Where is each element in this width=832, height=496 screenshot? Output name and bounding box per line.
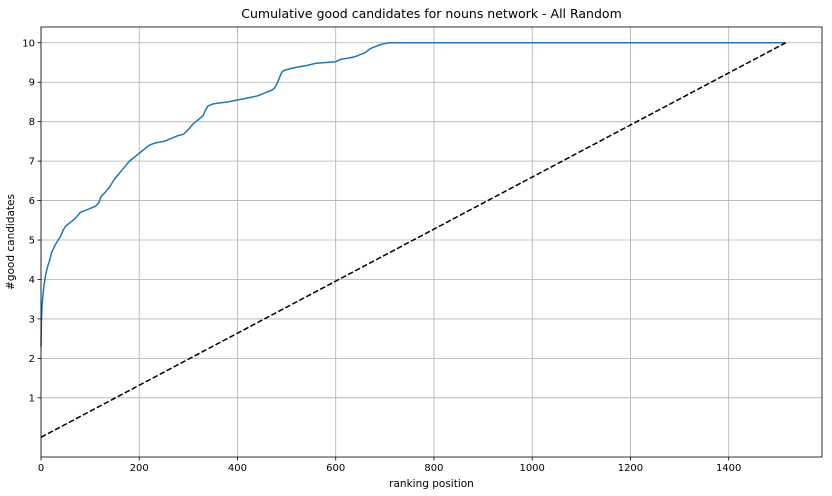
cumulative-series-line — [40, 42, 786, 347]
y-tick-label: 4 — [29, 275, 35, 286]
grid — [40, 27, 822, 457]
axes-frame — [40, 26, 823, 458]
series-layer — [40, 42, 787, 438]
x-tick-label: 1000 — [519, 463, 544, 474]
y-tick-label: 10 — [22, 38, 35, 49]
x-tick-label: 1400 — [716, 463, 741, 474]
chart-title: Cumulative good candidates for nouns net… — [241, 6, 622, 21]
ticks: 0 200 400 600 800 1000 1200 1400 1 2 3 4 5 6 7 8 9 10 — [22, 38, 741, 474]
x-axis-label: ranking position — [389, 478, 474, 490]
y-tick-label: 1 — [29, 393, 35, 404]
x-tick-label: 0 — [38, 463, 44, 474]
y-tick-label: 7 — [29, 157, 35, 168]
x-tick-label: 400 — [228, 463, 247, 474]
y-tick-label: 8 — [29, 117, 35, 128]
y-tick-label: 9 — [29, 78, 35, 89]
y-tick-label: 3 — [29, 314, 35, 325]
y-tick-label: 6 — [29, 196, 35, 207]
y-tick-label: 2 — [29, 354, 35, 365]
x-tick-label: 600 — [326, 463, 345, 474]
x-tick-label: 800 — [424, 463, 443, 474]
y-tick-label: 5 — [29, 236, 35, 247]
x-tick-label: 200 — [130, 463, 149, 474]
x-tick-label: 1200 — [618, 463, 643, 474]
y-axis-label: #good candidates — [5, 194, 17, 290]
random-baseline-line — [40, 42, 787, 438]
